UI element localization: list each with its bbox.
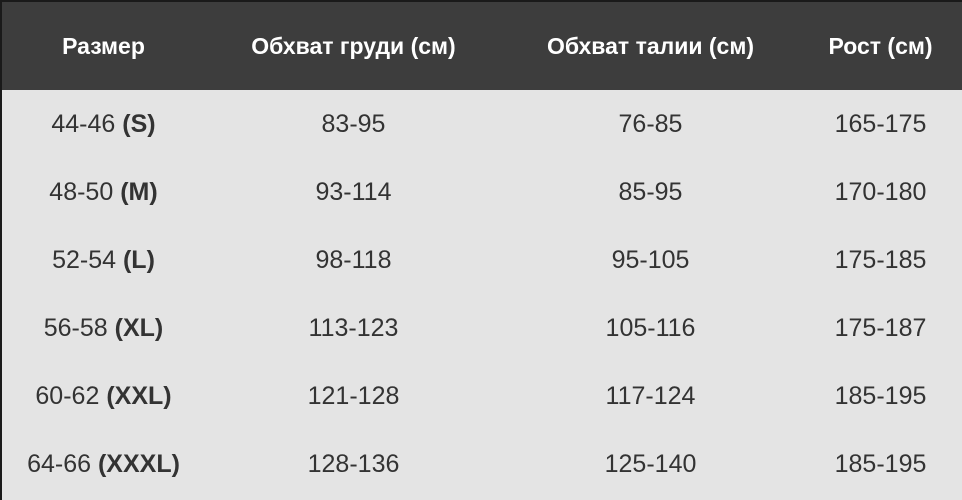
header-row: Размер Обхват груди (см) Обхват талии (с… [2,2,962,90]
table-row: 56-58 (XL) 113-123 105-116 175-187 [2,294,962,362]
height-cell: 185-195 [834,381,927,410]
waist-cell: 125-140 [604,449,697,478]
chest-cell: 121-128 [307,381,400,410]
size-letter: (L) [122,245,155,274]
size-range: 60-62 [35,381,100,410]
size-cell: 56-58 (XL) [2,294,205,362]
size-range: 48-50 [49,177,114,206]
table-row: 60-62 (XXL) 121-128 117-124 185-195 [2,362,962,430]
size-letter: (XXXL) [97,449,180,478]
waist-cell: 105-116 [605,313,696,342]
chest-cell: 128-136 [307,449,400,478]
height-cell: 175-185 [834,245,927,274]
size-range: 56-58 [43,313,108,342]
header-size: Размер [2,2,205,90]
waist-cell: 117-124 [605,381,696,410]
table-row: 48-50 (M) 93-114 85-95 170-180 [2,158,962,226]
waist-cell: 95-105 [611,245,690,274]
chest-cell: 93-114 [315,177,392,206]
size-cell: 64-66 (XXXL) [2,430,205,498]
height-cell: 185-195 [834,449,927,478]
size-letter: (XL) [114,313,164,342]
chest-cell: 113-123 [308,313,399,342]
height-cell: 175-187 [834,313,927,342]
height-cell: 165-175 [834,109,927,138]
size-letter: (M) [120,177,158,206]
size-range: 64-66 [27,449,92,478]
size-cell: 60-62 (XXL) [2,362,205,430]
table-row: 64-66 (XXXL) 128-136 125-140 185-195 [2,430,962,498]
header-chest: Обхват груди (см) [205,2,502,90]
size-cell: 52-54 (L) [2,226,205,294]
table-row: 44-46 (S) 83-95 76-85 165-175 [2,90,962,158]
waist-cell: 76-85 [618,109,683,138]
size-range: 44-46 [51,109,116,138]
waist-cell: 85-95 [618,177,683,206]
header-waist: Обхват талии (см) [502,2,799,90]
height-cell: 170-180 [834,177,927,206]
size-cell: 44-46 (S) [2,90,205,158]
size-cell: 48-50 (M) [2,158,205,226]
size-range: 52-54 [52,245,117,274]
size-letter: (S) [122,109,156,138]
chest-cell: 98-118 [315,245,392,274]
chest-cell: 83-95 [321,109,386,138]
table-row: 52-54 (L) 98-118 95-105 175-185 [2,226,962,294]
header-height: Рост (см) [799,2,962,90]
size-letter: (XXL) [106,381,172,410]
